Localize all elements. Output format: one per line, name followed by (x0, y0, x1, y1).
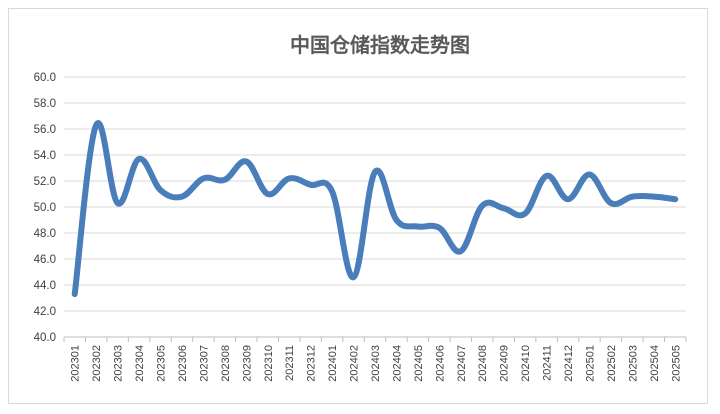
series-layer (71, 120, 679, 298)
x-tick-label: 202307 (198, 345, 210, 382)
data-point (93, 122, 99, 128)
x-tick-label: 202404 (391, 345, 403, 382)
x-tick-label: 202406 (434, 345, 446, 382)
y-tick-label: 46.0 (34, 254, 56, 266)
data-point (243, 159, 249, 165)
y-tick-label: 54.0 (34, 150, 56, 162)
x-tick-label: 202411 (542, 345, 554, 381)
x-tick-label: 202310 (263, 345, 275, 382)
x-tick-label: 202302 (91, 345, 103, 382)
x-tick-label: 202301 (70, 345, 82, 382)
x-axis-ticks: 202301 202302 202303 202304 202305 202306 2023… (63, 337, 687, 382)
data-point (629, 194, 635, 200)
data-point (565, 196, 571, 202)
data-point (158, 187, 164, 193)
y-tick-label: 44.0 (34, 280, 56, 292)
x-tick-label: 202503 (627, 345, 639, 382)
data-point (286, 175, 292, 181)
x-tick-label: 202409 (499, 345, 511, 382)
x-tick-label: 202412 (563, 345, 575, 382)
y-tick-label: 52.0 (34, 176, 56, 188)
x-tick-label: 202402 (349, 345, 361, 382)
data-point (136, 156, 142, 162)
x-tick-label: 202305 (156, 345, 168, 382)
data-point (436, 225, 442, 231)
data-point (351, 274, 357, 280)
data-point (308, 182, 314, 188)
x-tick-label: 202304 (134, 345, 146, 382)
data-point (586, 172, 592, 178)
gridlines (64, 76, 686, 312)
data-point (415, 224, 421, 230)
x-tick-label: 202410 (520, 345, 532, 382)
chart-frame (8, 8, 708, 404)
data-point (651, 194, 657, 200)
x-tick-label: 202312 (306, 345, 318, 382)
data-point (608, 200, 614, 206)
data-point (72, 291, 78, 297)
data-point (200, 175, 206, 181)
x-tick-label: 202501 (584, 345, 596, 382)
x-tick-label: 202408 (477, 345, 489, 382)
x-tick-label: 202505 (670, 345, 682, 382)
y-tick-label: 58.0 (34, 98, 56, 110)
x-tick-label: 202311 (284, 345, 296, 381)
data-point (329, 188, 335, 194)
series-line (71, 120, 679, 298)
chart-title: 中国仓储指数走势图 (290, 33, 470, 57)
x-tick-label: 202401 (327, 345, 339, 382)
x-tick-label: 202309 (241, 345, 253, 382)
x-tick-label: 202308 (220, 345, 232, 382)
x-tick-label: 202306 (177, 345, 189, 382)
y-tick-label: 40.0 (34, 332, 56, 344)
y-tick-label: 48.0 (34, 228, 56, 240)
data-point (222, 177, 228, 183)
data-point (479, 203, 485, 209)
x-tick-label: 202405 (413, 345, 425, 382)
data-point (265, 191, 271, 197)
x-tick-label: 202403 (370, 345, 382, 382)
data-point (672, 196, 678, 202)
data-point (544, 173, 550, 179)
x-tick-label: 202303 (113, 345, 125, 382)
y-tick-label: 50.0 (34, 202, 56, 214)
y-tick-label: 42.0 (34, 306, 56, 318)
y-tick-label: 60.0 (34, 72, 56, 84)
data-point (372, 169, 378, 175)
data-point (179, 194, 185, 200)
data-point (522, 211, 528, 217)
x-tick-label: 202502 (606, 345, 618, 382)
data-point (501, 205, 507, 211)
data-point (393, 217, 399, 223)
data-point (458, 248, 464, 254)
x-tick-label: 202407 (456, 345, 468, 382)
y-tick-label: 56.0 (34, 124, 56, 136)
x-tick-label: 202504 (649, 345, 661, 382)
data-point (115, 200, 121, 206)
y-axis-ticks: 40.0 42.0 44.0 46.0 48.0 50.0 52.0 54.0 56.0 58.0… (34, 72, 56, 344)
